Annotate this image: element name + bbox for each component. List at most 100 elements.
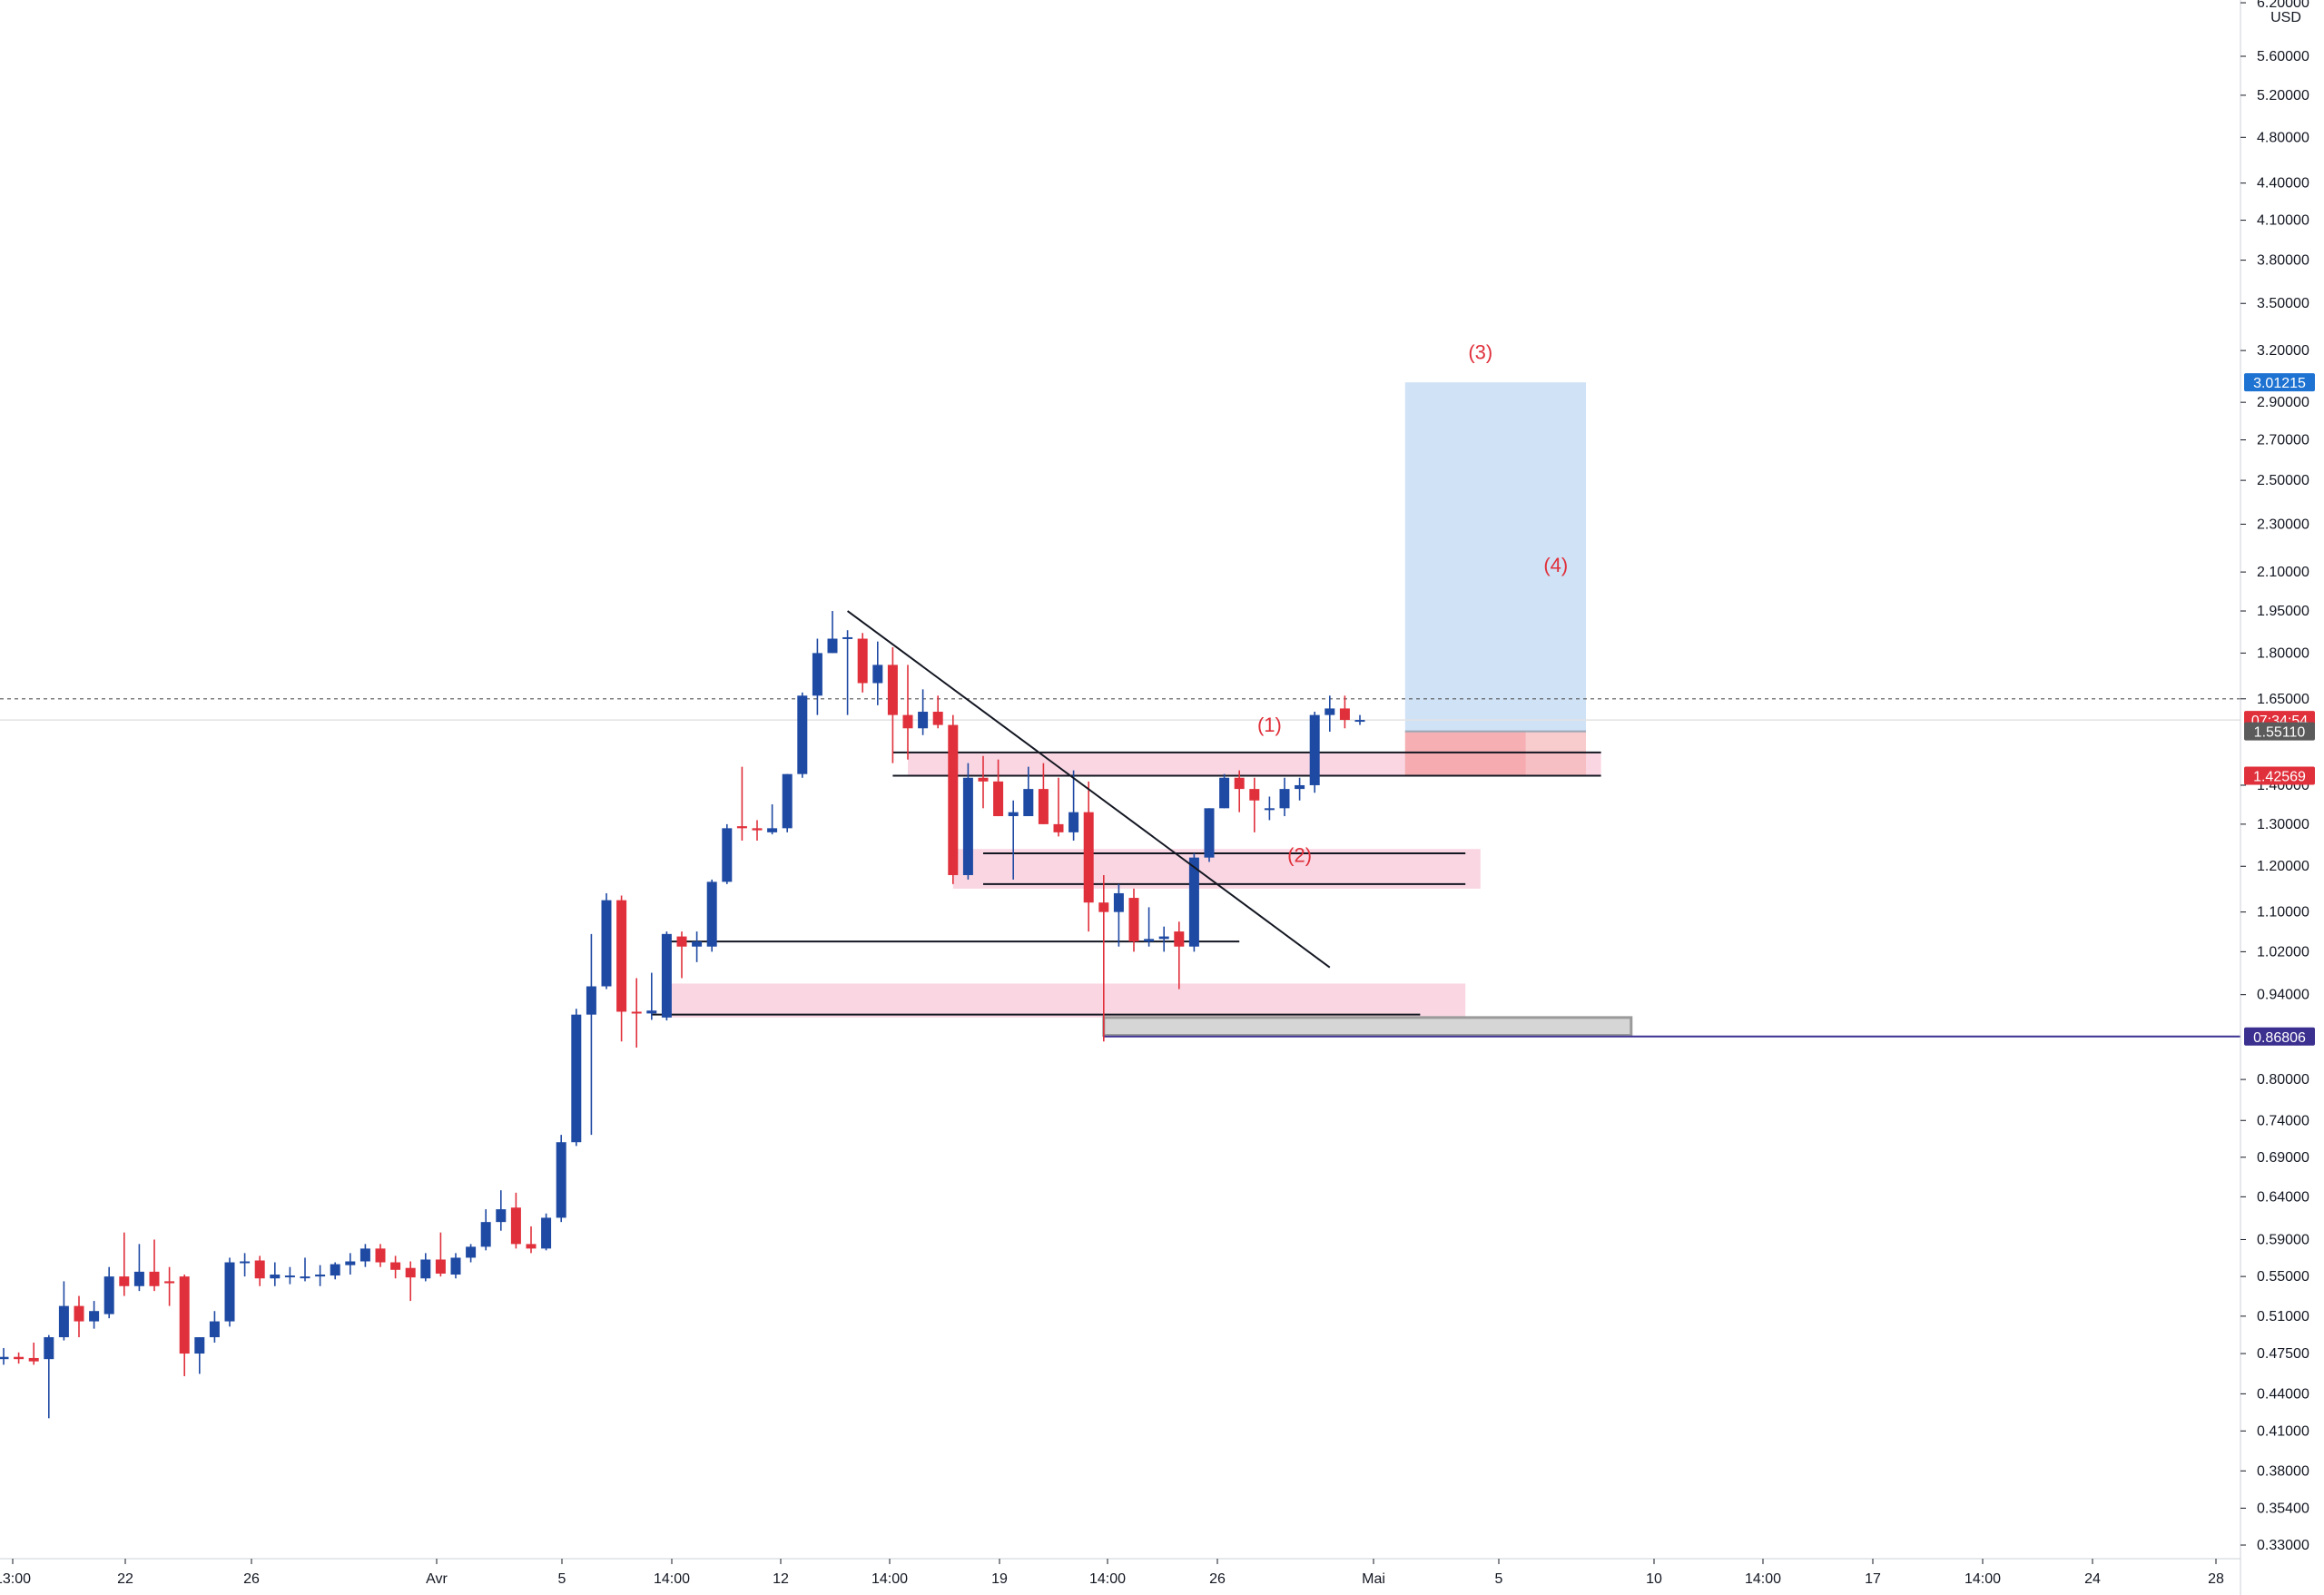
candle[interactable] [601,892,612,989]
candle[interactable] [510,1192,521,1249]
candle[interactable] [827,611,838,654]
candle[interactable] [918,689,929,735]
candle[interactable] [164,1266,175,1306]
candle[interactable] [1068,770,1079,841]
candle[interactable] [661,931,672,1021]
candle[interactable] [631,978,642,1048]
price-axis[interactable]: USD 6.20000 5.60000 5.20000 4.80000 4.40000 4… [2240,0,2315,1595]
candle[interactable] [1219,773,1230,809]
plot-area[interactable]: (1) (2) (3) (4) [0,340,2240,1419]
candle[interactable] [1309,712,1320,793]
trendline[interactable] [847,610,1331,969]
candle[interactable] [932,695,943,729]
candle[interactable] [28,1342,39,1365]
candle[interactable] [782,773,793,832]
candle[interactable] [1234,770,1245,812]
candle[interactable] [1295,777,1305,801]
candle[interactable] [359,1244,370,1267]
candle[interactable] [1354,714,1365,725]
candle[interactable] [375,1244,386,1267]
candle[interactable] [240,1253,251,1277]
candle[interactable] [948,714,959,884]
candle[interactable] [1158,926,1169,952]
candle[interactable] [767,804,778,835]
candle[interactable] [405,1261,416,1302]
candle[interactable] [978,755,989,809]
candle[interactable] [1174,921,1185,989]
candle[interactable] [1098,874,1109,1042]
candle[interactable] [345,1253,356,1275]
candle[interactable] [1279,777,1290,817]
candle[interactable] [14,1352,25,1364]
grey-range-box[interactable] [1102,1016,1633,1038]
candle[interactable] [1339,695,1350,729]
candle[interactable] [526,1226,537,1254]
candle[interactable] [435,1232,446,1277]
demand-zone[interactable] [666,983,1466,1018]
candle[interactable] [1008,800,1019,880]
candle[interactable] [1053,777,1064,837]
candle[interactable] [133,1244,144,1292]
candle[interactable] [420,1253,431,1282]
candle[interactable] [722,823,733,884]
candle[interactable] [1038,763,1049,824]
candle[interactable] [254,1255,265,1286]
candle[interactable] [224,1257,235,1327]
candle[interactable] [736,766,747,841]
candle[interactable] [179,1275,190,1376]
candle[interactable] [842,630,853,715]
candle[interactable] [1264,796,1275,821]
candle[interactable] [902,665,913,760]
candle[interactable] [315,1265,326,1286]
candle[interactable] [857,633,868,693]
candle[interactable] [616,895,627,1042]
candle[interactable] [752,820,763,841]
candle[interactable] [89,1301,100,1329]
candle[interactable] [993,759,1004,817]
candle[interactable] [300,1257,310,1282]
candle[interactable] [149,1239,160,1292]
candle[interactable] [390,1255,401,1279]
position-target-zone[interactable] [1404,382,1586,732]
candle[interactable] [0,1347,9,1365]
candle[interactable] [541,1213,552,1251]
candle[interactable] [556,1135,566,1223]
candle[interactable] [1188,852,1199,952]
candle[interactable] [119,1232,130,1296]
candle[interactable] [44,1334,54,1419]
candle[interactable] [1204,808,1215,862]
candle[interactable] [962,763,973,880]
candle[interactable] [706,879,717,952]
time-axis[interactable]: 13:00 22 26 Avr 5 14:00 12 14:00 19 14:00 26 Mai 5 10… [0,1558,2240,1587]
candle[interactable] [586,933,596,1136]
candle[interactable] [74,1295,84,1338]
candle[interactable] [58,1281,69,1341]
candle[interactable] [1249,777,1260,832]
candle[interactable] [1023,766,1034,817]
candle[interactable] [466,1244,477,1263]
candle[interactable] [284,1266,295,1285]
candle[interactable] [1128,888,1139,952]
candle[interactable] [194,1337,205,1374]
demand-zone[interactable] [952,849,1481,889]
candle[interactable] [1324,695,1335,733]
candle[interactable] [330,1262,340,1280]
candle[interactable] [872,641,883,705]
candle[interactable] [887,646,898,763]
candle[interactable] [209,1311,220,1343]
candle[interactable] [1113,883,1124,947]
candle[interactable] [797,692,808,778]
candle[interactable] [103,1266,114,1319]
candle[interactable] [1144,907,1155,947]
candle[interactable] [812,638,822,715]
candle[interactable] [676,931,687,979]
candle[interactable] [480,1209,491,1251]
candle[interactable] [646,972,657,1020]
candle[interactable] [692,931,703,962]
candle[interactable] [450,1253,461,1279]
candle[interactable] [1083,781,1094,932]
candle[interactable] [270,1262,281,1286]
candle[interactable] [496,1190,507,1231]
candle[interactable] [571,1009,582,1147]
